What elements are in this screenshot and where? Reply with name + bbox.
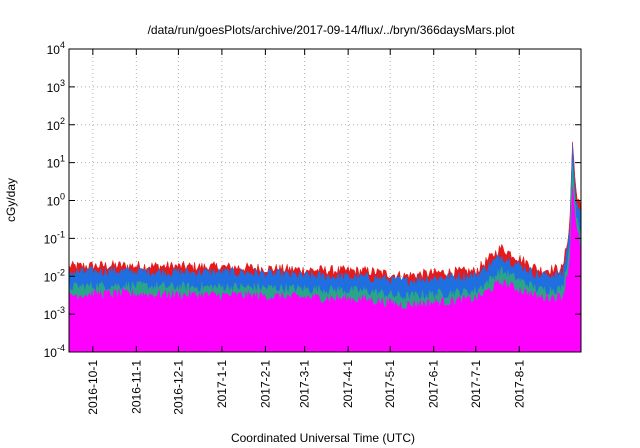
y-tick-label: 102 [47, 116, 65, 133]
y-tick-label: 104 [47, 40, 65, 57]
y-tick-label: 10-4 [44, 343, 65, 360]
y-axis-label: cGy/day [4, 178, 18, 222]
y-tick-label: 101 [47, 154, 65, 171]
y-tick-label: 10-3 [44, 305, 65, 322]
x-tick-label: 2016-12-1 [171, 360, 185, 415]
series-area-4 [68, 187, 582, 353]
x-tick-label: 2017-7-1 [469, 360, 483, 408]
x-axis-label: Coordinated Universal Time (UTC) [231, 431, 415, 445]
x-tick-label: 2016-10-1 [86, 360, 100, 415]
x-tick-label: 2017-8-1 [512, 360, 526, 408]
chart-title: /data/run/goesPlots/archive/2017-09-14/f… [148, 23, 516, 37]
x-tick-label: 2017-4-1 [341, 360, 355, 408]
y-axis: 10-4 10-3 10-2 10-1 100 101 102 103 104 [44, 40, 581, 360]
y-tick-label: 10-2 [44, 267, 65, 284]
y-tick-label: 10-1 [44, 229, 65, 246]
series-layer [68, 141, 582, 353]
x-tick-label: 2017-5-1 [383, 360, 397, 408]
x-axis: 2016-10-1 2016-11-1 2016-12-1 2017-1-1 2017-… [86, 49, 526, 415]
x-tick-label: 2017-2-1 [258, 360, 272, 408]
x-tick-label: 2016-11-1 [129, 360, 143, 414]
y-tick-label: 103 [47, 78, 65, 95]
x-tick-label: 2017-3-1 [298, 360, 312, 408]
x-tick-label: 2017-1-1 [215, 360, 229, 408]
x-tick-label: 2017-6-1 [427, 360, 441, 408]
y-tick-label: 100 [47, 192, 65, 209]
